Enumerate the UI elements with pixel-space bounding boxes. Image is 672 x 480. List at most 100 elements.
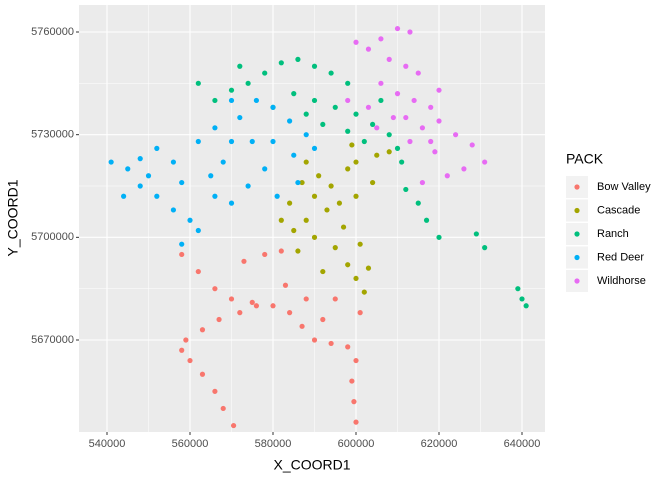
point bbox=[195, 268, 201, 275]
point bbox=[345, 262, 351, 268]
point bbox=[249, 299, 255, 305]
point bbox=[228, 87, 235, 93]
point bbox=[253, 303, 260, 309]
point bbox=[407, 138, 413, 145]
point bbox=[345, 344, 351, 350]
point bbox=[291, 227, 297, 234]
point bbox=[345, 80, 351, 86]
x-axis-title: X_COORD1 bbox=[273, 457, 350, 473]
point bbox=[108, 159, 114, 165]
point bbox=[523, 303, 529, 309]
point bbox=[345, 128, 351, 134]
point bbox=[270, 138, 276, 145]
point bbox=[299, 179, 305, 186]
point bbox=[145, 173, 152, 179]
point bbox=[378, 97, 384, 104]
point bbox=[179, 179, 185, 186]
y-axis-title: Y_COORD1 bbox=[5, 179, 21, 256]
point bbox=[357, 241, 363, 247]
point bbox=[216, 316, 222, 323]
panel bbox=[79, 5, 545, 432]
point bbox=[370, 179, 376, 186]
point bbox=[436, 234, 442, 240]
y-tick-label: 5700000 bbox=[31, 231, 74, 243]
point bbox=[332, 104, 338, 110]
legend-label: Bow Valley bbox=[597, 181, 651, 193]
point bbox=[199, 371, 206, 377]
legend-label: Wildhorse bbox=[597, 275, 646, 287]
legend-swatch bbox=[574, 254, 580, 261]
point bbox=[332, 245, 338, 251]
point bbox=[274, 193, 280, 199]
point bbox=[179, 241, 185, 247]
point bbox=[212, 193, 218, 199]
point bbox=[287, 200, 293, 206]
point bbox=[179, 347, 185, 353]
point bbox=[311, 145, 318, 151]
axes: 540000 560000 580000 600000 620000 640000 5670… bbox=[31, 26, 540, 450]
point bbox=[187, 357, 193, 364]
point bbox=[415, 70, 421, 76]
point bbox=[436, 118, 442, 124]
point bbox=[340, 224, 347, 230]
point bbox=[278, 60, 284, 66]
point bbox=[428, 104, 434, 110]
point bbox=[453, 132, 459, 138]
point bbox=[241, 258, 247, 264]
point bbox=[212, 286, 218, 292]
point bbox=[436, 87, 442, 93]
point bbox=[415, 200, 421, 206]
point bbox=[365, 46, 372, 52]
point bbox=[403, 186, 409, 193]
point bbox=[230, 422, 237, 429]
x-tick-label: 620000 bbox=[421, 438, 458, 450]
point bbox=[328, 183, 334, 189]
point bbox=[473, 231, 479, 237]
point bbox=[328, 70, 334, 76]
point bbox=[195, 227, 201, 234]
point bbox=[212, 97, 218, 104]
point bbox=[299, 323, 305, 329]
point bbox=[212, 125, 218, 131]
legend-label: Cascade bbox=[597, 204, 640, 216]
point bbox=[154, 193, 160, 199]
point bbox=[361, 138, 367, 145]
point bbox=[170, 207, 177, 213]
points bbox=[108, 25, 529, 429]
point bbox=[515, 286, 521, 292]
point bbox=[237, 114, 243, 121]
point bbox=[411, 97, 417, 104]
point bbox=[423, 217, 430, 223]
point bbox=[245, 80, 251, 86]
point bbox=[137, 183, 143, 189]
point bbox=[295, 179, 301, 186]
point bbox=[345, 97, 351, 104]
point bbox=[295, 56, 301, 62]
point bbox=[324, 207, 330, 213]
x-tick-label: 580000 bbox=[255, 438, 292, 450]
point bbox=[407, 29, 413, 35]
point bbox=[482, 159, 488, 165]
point bbox=[291, 91, 297, 97]
point bbox=[519, 296, 525, 302]
point bbox=[228, 97, 235, 104]
point bbox=[390, 114, 396, 121]
point bbox=[351, 399, 357, 405]
point bbox=[353, 111, 359, 117]
point bbox=[386, 132, 392, 138]
point bbox=[365, 104, 372, 110]
point bbox=[428, 138, 434, 145]
legend-swatch bbox=[574, 184, 580, 190]
point bbox=[461, 166, 467, 172]
point bbox=[320, 268, 326, 275]
point bbox=[170, 159, 177, 165]
point bbox=[320, 121, 326, 128]
point bbox=[419, 179, 426, 186]
point bbox=[262, 70, 268, 76]
point bbox=[311, 97, 318, 104]
point bbox=[399, 159, 405, 165]
point bbox=[328, 340, 334, 347]
point bbox=[262, 166, 268, 172]
legend-label: Red Deer bbox=[597, 251, 644, 263]
grid bbox=[79, 5, 545, 432]
